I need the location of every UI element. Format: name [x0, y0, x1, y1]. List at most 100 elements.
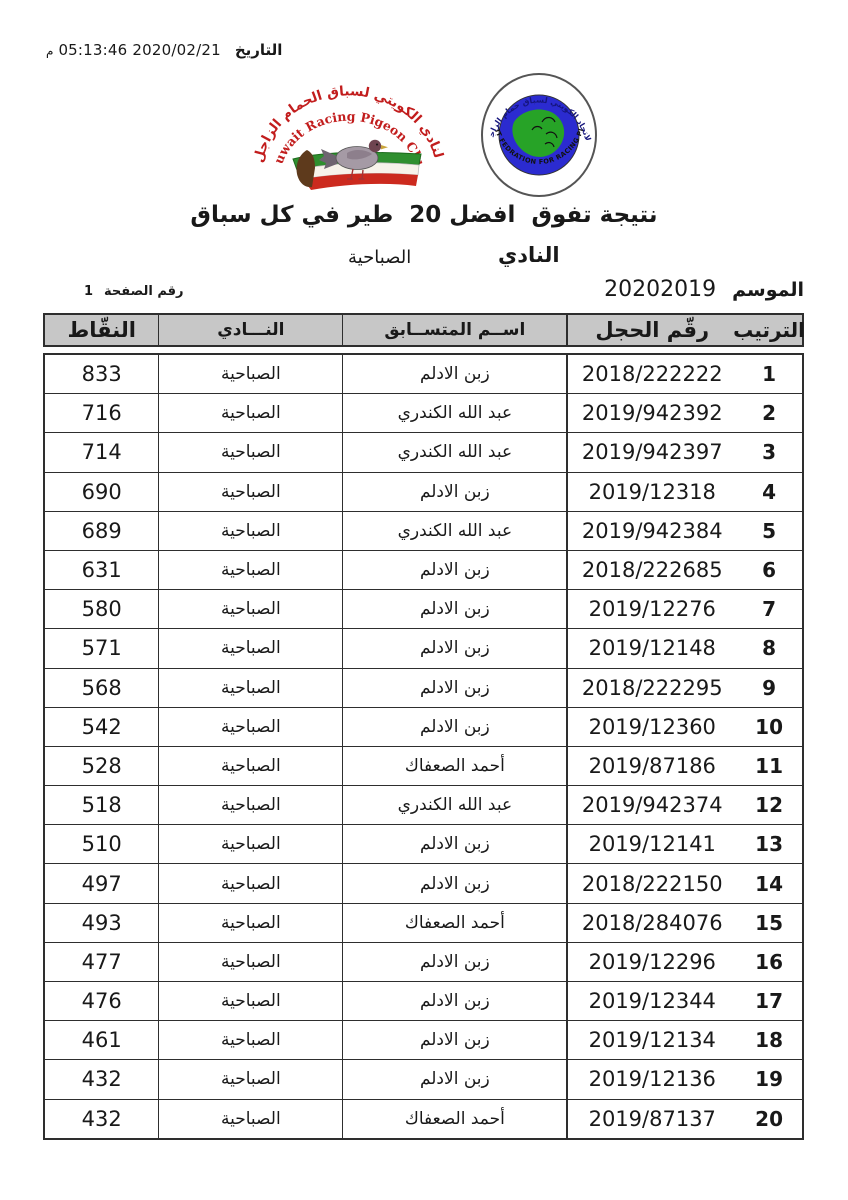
cell-name: زبن الادلم: [343, 355, 568, 394]
cell-name: زبن الادلم: [343, 942, 568, 981]
cell-rank: 15: [755, 910, 783, 935]
cell-ring: 2019/12134: [567, 1021, 736, 1060]
cell-rank: 5: [762, 518, 777, 543]
cell-ring: 2018/222685: [567, 550, 736, 590]
cell-name: زبن الادلم: [343, 668, 568, 707]
cell-ring: 2019/87137: [567, 1099, 736, 1138]
cell-name: زبن الادلم: [343, 1021, 568, 1060]
cell-name: أحمد الصعفاك: [343, 903, 568, 942]
cell-ring: 2019/942397: [567, 433, 736, 472]
cell-club: الصباحية: [159, 864, 344, 903]
results-table-header: الترتيب رقّم الحجل اســم المتســابق النـ…: [43, 313, 805, 347]
table-row: 11 2019/87186 أحمد الصعفاك الصباحية 528: [45, 746, 802, 787]
header-club: النـــادي: [159, 315, 344, 345]
cell-rank: 13: [755, 832, 783, 857]
cell-name: زبن الادلم: [343, 629, 568, 668]
table-row: 10 2019/12360 زبن الادلم الصباحية 542: [45, 707, 802, 747]
season-line: الموسم 20202019: [604, 277, 804, 302]
cell-points: 477: [45, 942, 160, 981]
season-value: 20202019: [604, 277, 717, 302]
cell-ring: 2019/942392: [567, 394, 736, 433]
cell-points: 580: [45, 590, 160, 629]
cell-rank: 18: [755, 1028, 783, 1053]
club-value: الصباحية: [348, 247, 412, 268]
cell-club: الصباحية: [159, 394, 344, 433]
table-row: 4 2019/12318 زبن الادلم الصباحية 690: [45, 472, 802, 512]
cell-rank: 8: [762, 636, 777, 661]
cell-name: زبن الادلم: [343, 472, 568, 511]
date-line: م 05:13:46 2020/02/21 التاريخ: [46, 41, 282, 59]
federation-pigeon-doodles: [531, 116, 558, 148]
cell-points: 493: [45, 903, 160, 942]
table-row: 14 2018/222150 زبن الادلم الصباحية 497: [45, 864, 802, 904]
cell-points: 833: [45, 355, 160, 394]
cell-ring: 2019/12318: [567, 472, 736, 511]
table-row: 12 2019/942374 عبد الله الكندري الصباحية 518: [45, 786, 802, 826]
cell-rank: 4: [762, 479, 777, 504]
table-row: 19 2019/12136 زبن الادلم الصباحية 432: [45, 1060, 802, 1100]
cell-club: الصباحية: [159, 629, 344, 668]
cell-club: الصباحية: [159, 942, 344, 981]
date-value: 05:13:46 2020/02/21: [58, 41, 221, 59]
cell-club: الصباحية: [159, 825, 344, 864]
cell-ring: 2019/12148: [567, 629, 736, 668]
cell-rank: 3: [762, 440, 777, 465]
cell-name: عبد الله الكندري: [343, 511, 568, 550]
cell-name: أحمد الصعفاك: [343, 1099, 568, 1138]
cell-points: 714: [45, 433, 160, 472]
cell-club: الصباحية: [159, 903, 344, 942]
cell-rank: 14: [755, 871, 783, 896]
cell-name: عبد الله الكندري: [343, 433, 568, 472]
cell-ring: 2019/12276: [567, 590, 736, 629]
header-rank: الترتيب: [733, 318, 805, 342]
cell-points: 689: [45, 511, 160, 550]
cell-rank: 2: [762, 401, 777, 426]
cell-name: زبن الادلم: [343, 1060, 568, 1099]
cell-name: زبن الادلم: [343, 982, 568, 1021]
cell-club: الصباحية: [159, 1099, 344, 1138]
cell-ring: 2019/942374: [567, 786, 736, 825]
cell-name: أحمد الصعفاك: [343, 746, 568, 786]
cell-club: الصباحية: [159, 511, 344, 550]
cell-name: زبن الادلم: [343, 590, 568, 629]
cell-ring: 2019/12344: [567, 982, 736, 1021]
cell-ring: 2019/87186: [567, 746, 736, 786]
club-logo: النادي الكويتي لسباق الحمام الزاجل Kuwai…: [253, 64, 445, 190]
cell-rank: 10: [755, 714, 783, 739]
table-row: 20 2019/87137 أحمد الصعفاك الصباحية 432: [45, 1099, 802, 1138]
table-row: 1 2018/222222 زبن الادلم الصباحية 833: [45, 355, 802, 395]
cell-points: 461: [45, 1021, 160, 1060]
kuwait-map-shape: [512, 109, 565, 157]
cell-club: الصباحية: [159, 786, 344, 825]
cell-rank: 20: [755, 1106, 783, 1131]
cell-points: 716: [45, 394, 160, 433]
header-points: النقّاط: [45, 315, 160, 345]
table-row: 16 2019/12296 زبن الادلم الصباحية 477: [45, 942, 802, 982]
table-row: 9 2018/222295 زبن الادلم الصباحية 568: [45, 668, 802, 708]
cell-name: زبن الادلم: [343, 864, 568, 903]
cell-rank: 12: [755, 793, 783, 818]
cell-ring: 2018/222222: [567, 355, 736, 394]
cell-club: الصباحية: [159, 590, 344, 629]
cell-club: الصباحية: [159, 355, 344, 394]
page-title: نتيجة تفوق افضل 20 طير في كل سباق: [190, 202, 658, 228]
cell-club: الصباحية: [159, 746, 344, 786]
cell-points: 432: [45, 1060, 160, 1099]
cell-club: الصباحية: [159, 433, 344, 472]
cell-ring: 2018/222150: [567, 864, 736, 903]
cell-rank: 7: [762, 597, 777, 622]
cell-points: 528: [45, 746, 160, 786]
cell-points: 497: [45, 864, 160, 903]
date-meridiem: م: [46, 44, 54, 58]
cell-points: 476: [45, 982, 160, 1021]
cell-points: 631: [45, 550, 160, 590]
cell-rank: 6: [762, 558, 777, 583]
cell-rank: 9: [762, 675, 777, 700]
cell-ring: 2018/222295: [567, 668, 736, 707]
cell-club: الصباحية: [159, 550, 344, 590]
table-row: 5 2019/942384 عبد الله الكندري الصباحية 689: [45, 511, 802, 551]
cell-club: الصباحية: [159, 707, 344, 746]
page-number-line: 1 رقم الصفحة: [84, 284, 184, 299]
pigeon-icon: [319, 139, 388, 180]
federation-logo: الاتحاد الكويتي لسباق حمام الزاجل KUWAIT…: [480, 72, 597, 197]
